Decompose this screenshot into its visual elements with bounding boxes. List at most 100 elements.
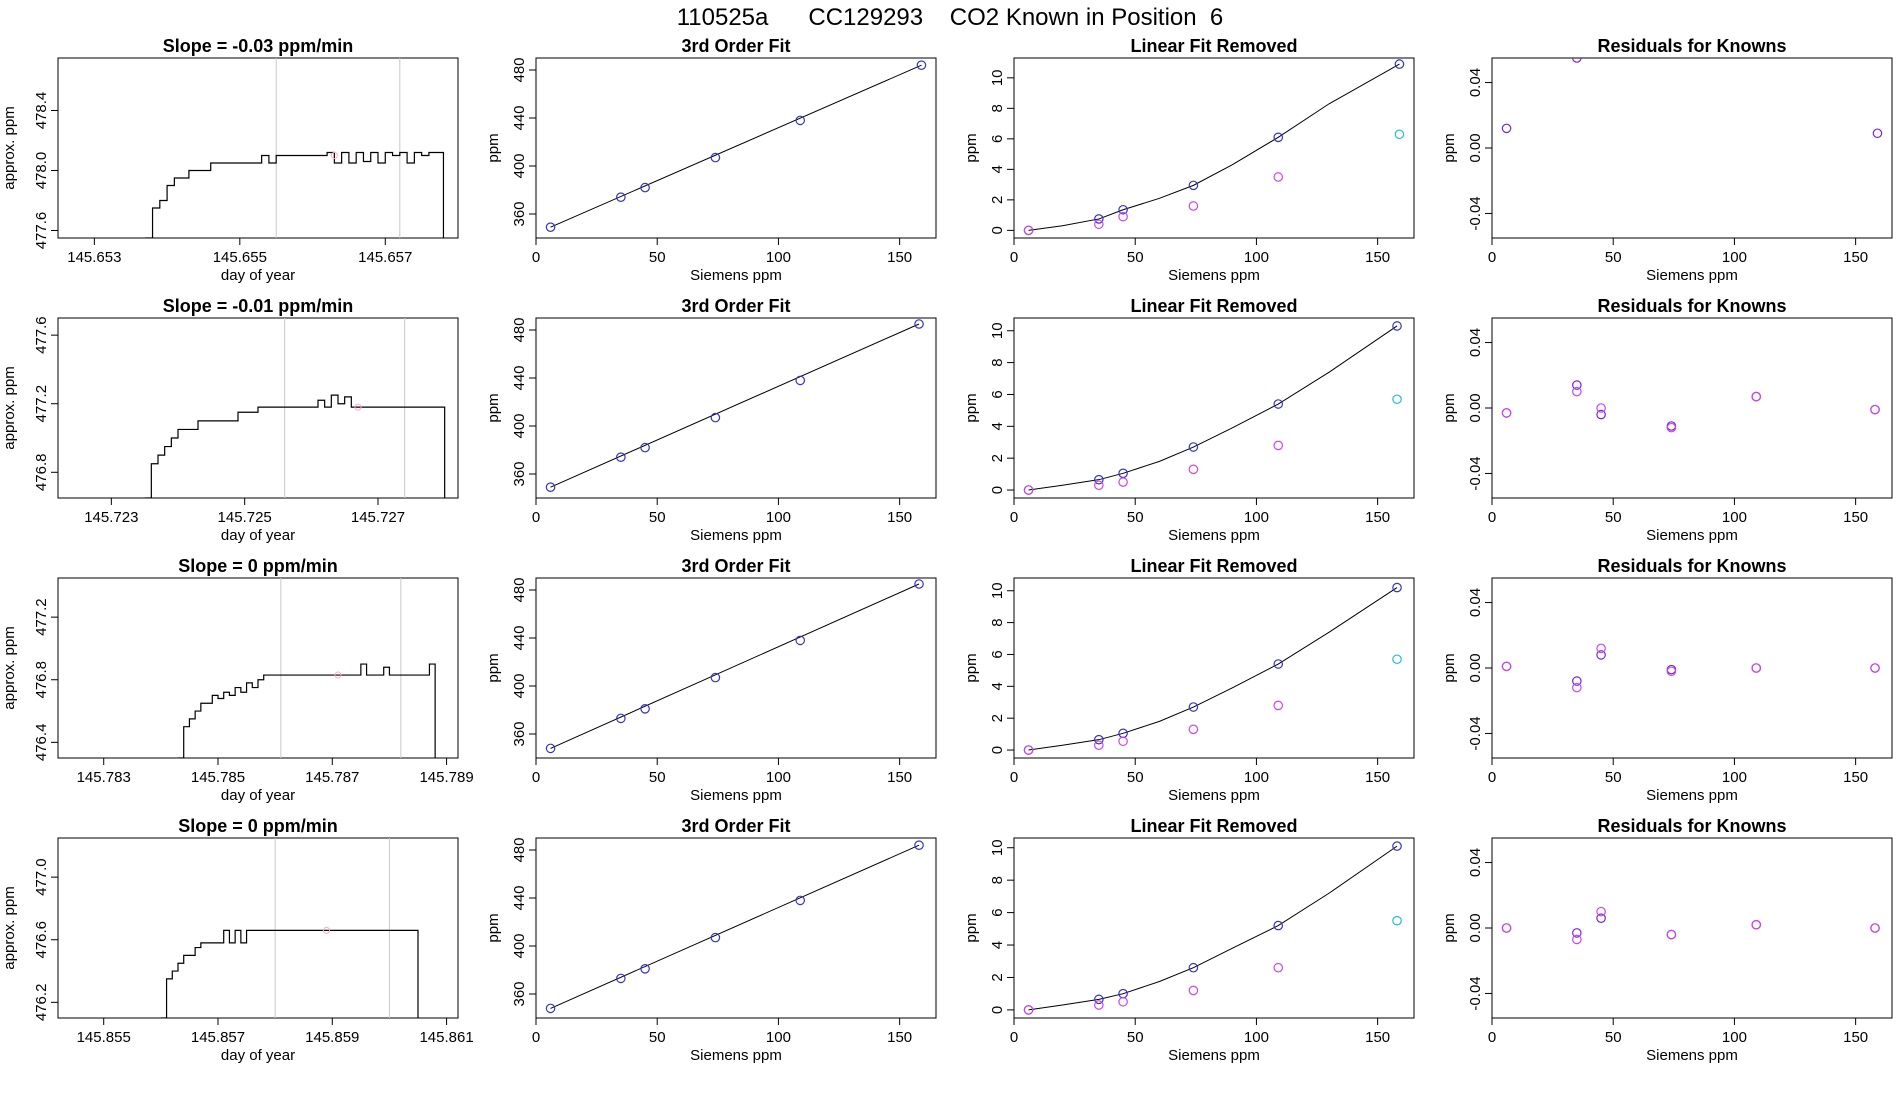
x-axis-label: Siemens ppm [1646,527,1738,544]
y-tick-label: 10 [989,69,1006,86]
data-point [1392,841,1402,851]
y-tick-label: 440 [511,105,528,130]
y-tick-label: 360 [511,981,528,1006]
y-tick-label: 477.2 [33,385,50,423]
x-axis-label: day of year [221,787,295,804]
fit-curve [1028,325,1398,491]
y-tick-label: 476.4 [33,724,50,762]
y-tick-label: 10 [989,582,1006,599]
data-point [616,973,626,984]
data-point [1870,404,1880,415]
data-point [795,895,806,906]
fit-line [550,583,920,749]
x-tick-label: 100 [1722,249,1747,266]
data-point [1666,422,1677,433]
data-point [545,482,556,492]
x-axis-label: Siemens ppm [1646,1047,1738,1064]
x-tick-label: 145.723 [84,509,138,526]
x-axis-label: Siemens ppm [1168,527,1260,544]
data-point [914,319,924,329]
y-tick-label: 476.8 [33,454,50,492]
plot-frame [535,837,937,1019]
x-tick-label: 50 [1605,509,1622,526]
panel-r1-timeseries: Slope = -0.03 ppm/min 145.653 145.655 145.6… [1,36,459,284]
x-axis-label: Siemens ppm [690,267,782,284]
x-tick-label: 150 [1365,509,1390,526]
panel-title: Linear Fit Removed [1130,296,1297,316]
concentration-trace [144,394,446,498]
x-tick-label: 145.725 [218,509,272,526]
plot-frame [535,577,937,759]
data-point [1572,58,1582,63]
data-point [1394,129,1405,140]
y-tick-label: 477.2 [33,598,50,636]
y-axis-label: ppm [485,653,502,682]
y-tick-label: 8 [989,618,1006,626]
x-tick-label: 0 [532,1029,540,1046]
data-point [1273,399,1284,409]
y-tick-label: 2 [989,973,1006,981]
panel-r3-fit: 3rd Order Fit 0 50 100 150 Siemens ppm 360 400 4… [485,556,937,804]
x-tick-label: 50 [1127,1029,1144,1046]
data-point [1188,985,1199,996]
data-point [1188,201,1199,211]
x-tick-label: 100 [1722,769,1747,786]
x-tick-label: 145.787 [305,769,359,786]
y-tick-label: 6 [989,135,1006,143]
panel-r1-fit: 3rd Order Fit 0 50 100 150 Siemens ppm 360 400 4… [485,36,937,284]
panel-r2-residual-fit: Linear Fit Removed 0 50 100 150 Siemens ppm 0 2… [963,296,1415,544]
y-tick-label: 477.0 [33,858,50,896]
y-axis-label: ppm [485,913,502,942]
x-tick-label: 50 [1605,249,1622,266]
average-marker [334,671,342,679]
data-point [1118,211,1128,222]
data-point [1870,923,1880,933]
y-tick-label: 0.04 [1467,328,1484,357]
y-tick-label: 0.00 [1467,133,1484,162]
panel-r1-residual-fit: Linear Fit Removed 0 50 100 150 Siemens ppm 0 2… [963,36,1415,284]
panel-title: 3rd Order Fit [681,816,790,836]
data-point [1596,403,1606,413]
plot-data [545,60,927,232]
y-axis-label: ppm [1441,653,1458,682]
data-point [640,963,650,974]
x-tick-label: 0 [1488,769,1496,786]
data-point [1751,919,1762,930]
panel-r3-timeseries: Slope = 0 ppm/min 145.783 145.785 145.787 14… [1,556,474,804]
panel-r3-knowns: Residuals for Knowns 0 50 100 150 Siemens ppm… [1441,556,1893,804]
y-tick-label: 0.00 [1467,913,1484,942]
y-tick-label: 4 [989,941,1006,949]
y-tick-label: 400 [511,153,528,178]
data-point [916,60,927,70]
average-marker [323,926,331,934]
x-tick-label: 50 [1127,769,1144,786]
y-tick-label: 360 [511,201,528,226]
data-point [1023,745,1034,755]
y-axis-label: approx. ppm [1,366,18,449]
panel-title: Residuals for Knowns [1597,296,1786,316]
plot-frame [1491,57,1893,239]
data-point [1501,408,1512,418]
data-point [1596,409,1606,420]
y-tick-label: 476.2 [33,984,50,1022]
y-tick-label: 480 [511,317,528,342]
average-marker [354,403,362,411]
data-point [1572,380,1582,390]
x-tick-label: 0 [1488,1029,1496,1046]
plot-data [178,578,436,758]
panel-r4-residual-fit: Linear Fit Removed 0 50 100 150 Siemens ppm 0 2… [963,816,1415,1064]
x-tick-label: 50 [649,509,666,526]
plot-data [1023,582,1402,755]
y-tick-label: 2 [989,714,1006,722]
data-point [1094,214,1104,224]
y-axis-label: approx. ppm [1,626,18,709]
data-point [795,375,806,386]
x-axis-label: Siemens ppm [1646,267,1738,284]
x-tick-label: 145.789 [419,769,473,786]
panel-r1-knowns: Residuals for Knowns 0 50 100 150 Siemens ppm… [1441,36,1893,284]
data-point [710,412,721,423]
y-tick-label: 400 [511,933,528,958]
data-point [1094,480,1104,491]
plot-frame [1491,577,1893,759]
